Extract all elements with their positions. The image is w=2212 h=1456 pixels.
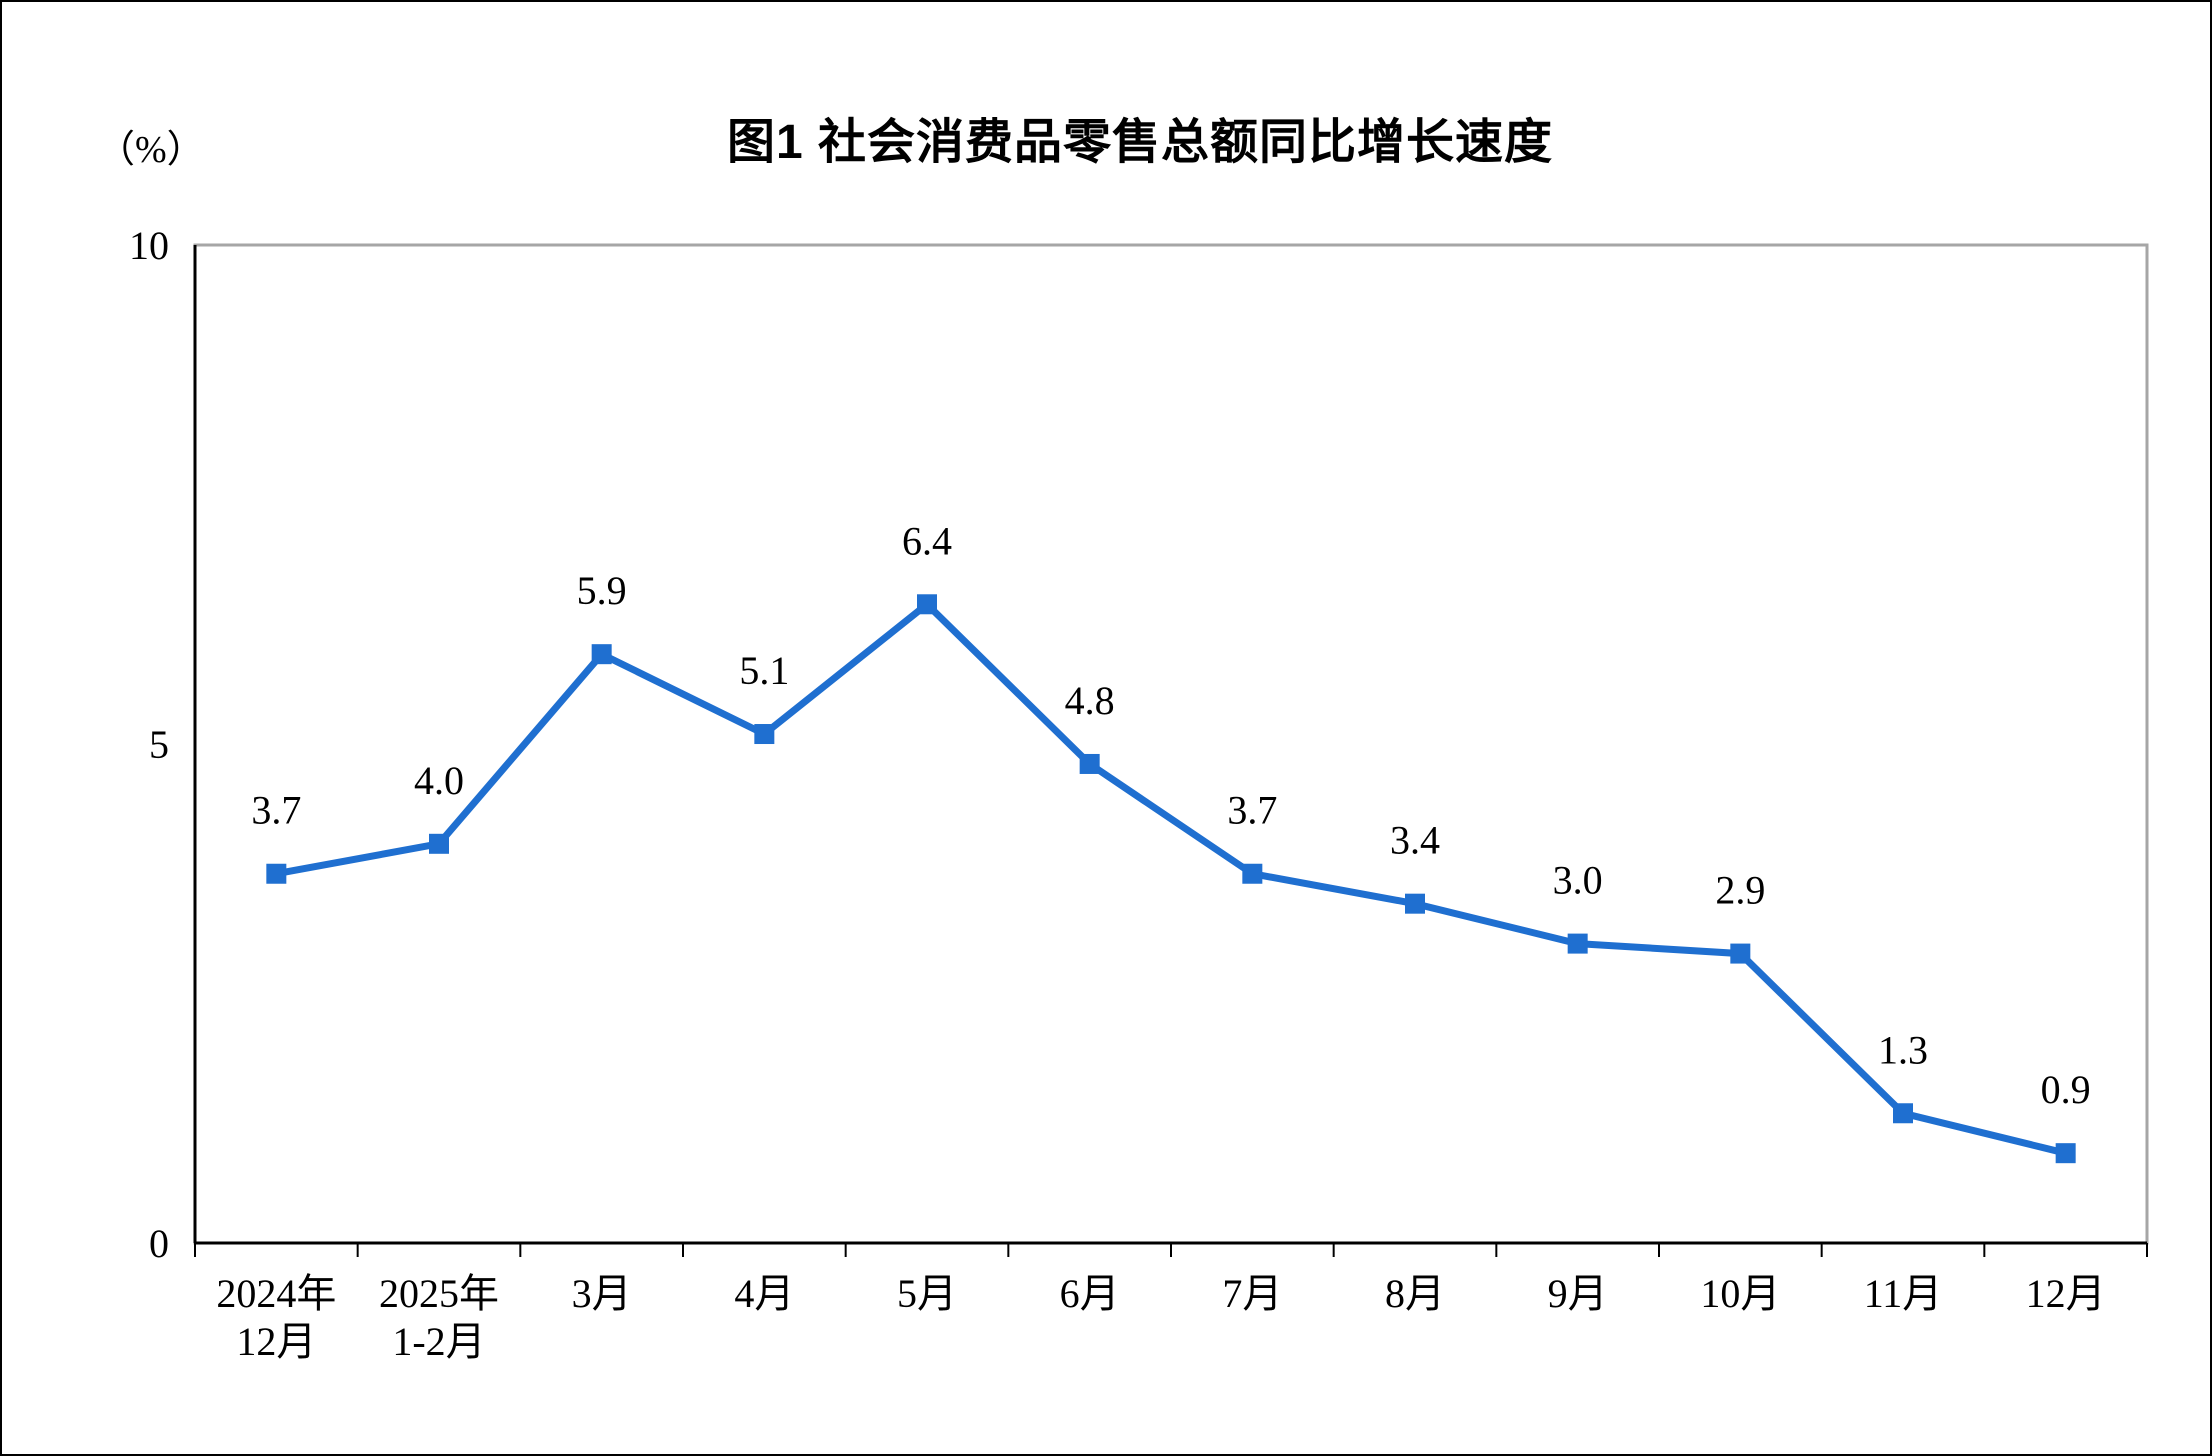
data-point-label: 5.1	[739, 648, 789, 693]
x-category-label: 12月	[236, 1319, 316, 1364]
data-point-label: 2.9	[1715, 868, 1765, 913]
x-category-label: 3月	[572, 1271, 632, 1316]
data-point-marker	[429, 833, 449, 854]
x-category-label: 9月	[1548, 1271, 1608, 1316]
data-point-marker	[1893, 1103, 1913, 1124]
x-category-label: 6月	[1060, 1271, 1120, 1316]
data-point-label: 3.0	[1553, 858, 1603, 903]
y-tick-label: 10	[129, 223, 169, 268]
chart-title: 图1 社会消费品零售总额同比增长速度	[726, 116, 1554, 169]
x-category-label: 1-2月	[392, 1319, 485, 1364]
x-category-label: 2025年	[379, 1271, 499, 1316]
x-category-label: 2024年	[216, 1271, 336, 1316]
data-point-marker	[1405, 893, 1425, 914]
data-point-label: 4.8	[1065, 678, 1115, 723]
data-point-label: 4.0	[414, 758, 464, 803]
data-line	[275, 599, 2067, 1157]
x-category-label: 10月	[1700, 1271, 1780, 1316]
data-point-marker	[1242, 863, 1263, 884]
y-axis-unit-label: （%）	[97, 129, 205, 171]
x-category-label: 8月	[1385, 1271, 1445, 1316]
data-point-marker	[1730, 943, 1751, 964]
x-category-label: 5月	[897, 1271, 957, 1316]
x-category-label: 4月	[734, 1271, 794, 1316]
y-tick-label: 5	[149, 722, 169, 767]
x-category-label: 12月	[2026, 1271, 2106, 1316]
data-point-marker	[591, 644, 612, 665]
x-category-label: 11月	[1864, 1271, 1943, 1316]
x-category-label: 7月	[1222, 1271, 1282, 1316]
data-point-marker	[754, 724, 775, 745]
data-point-label: 3.4	[1390, 818, 1440, 863]
data-point-label: 5.9	[577, 568, 627, 613]
data-point-label: 3.7	[251, 788, 301, 833]
data-point-label: 6.4	[902, 518, 952, 563]
data-point-marker	[917, 594, 937, 615]
data-point-label: 1.3	[1878, 1027, 1928, 1072]
data-point-marker	[1567, 933, 1588, 954]
data-point-marker	[2055, 1143, 2076, 1164]
data-point-marker	[266, 863, 287, 884]
data-point-label: 0.9	[2041, 1067, 2091, 1112]
plot-frame	[193, 243, 2149, 1245]
data-point-label: 3.7	[1227, 788, 1277, 833]
data-point-marker	[1079, 753, 1100, 774]
y-tick-label: 0	[149, 1221, 169, 1266]
